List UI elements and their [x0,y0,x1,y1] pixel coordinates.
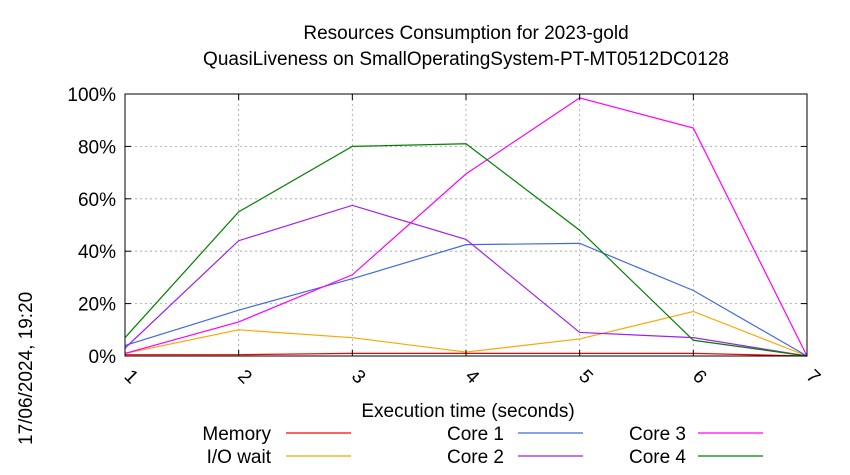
y-axis-ticks: 0% 20% 40% 60% 80% 100% [67,85,807,368]
y-tick-label: 40% [78,242,116,263]
timestamp-label: 17/06/2024, 19:20 [16,292,37,445]
x-axis-label: Execution time (seconds) [361,401,574,422]
chart-title: Resources Consumption for 2023-gold Quas… [203,23,729,70]
series-line-core-3 [124,97,808,357]
y-tick-label: 80% [78,137,116,158]
legend-label-i-o-wait: I/O wait [207,447,272,468]
x-tick-label: 6 [688,366,710,388]
legend-label-core-3: Core 3 [629,424,686,445]
series-line-core-4 [124,143,808,357]
series-lines [124,97,808,357]
x-tick-label: 4 [461,366,484,389]
series-line-core-2 [124,204,808,357]
y-tick-label: 20% [78,295,116,316]
x-tick-label: 2 [233,366,255,388]
legend-label-memory: Memory [202,424,271,445]
y-tick-label: 60% [78,190,116,211]
y-tick-label: 0% [89,347,117,368]
legend-label-core-1: Core 1 [447,424,504,445]
chart-title-line-2: QuasiLiveness on SmallOperatingSystem-PT… [203,49,729,70]
y-tick-label: 100% [67,85,116,106]
legend-label-core-4: Core 4 [629,447,686,468]
x-tick-label: 5 [574,366,596,388]
x-tick-label: 3 [347,366,369,388]
legend-label-core-2: Core 2 [447,447,504,468]
series-line-core-1 [124,242,808,357]
x-tick-label: 1 [120,366,142,388]
x-tick-label: 7 [802,366,824,388]
chart-title-line-1: Resources Consumption for 2023-gold [303,23,628,44]
x-axis-ticks: 1 2 3 4 5 6 7 [120,94,824,389]
